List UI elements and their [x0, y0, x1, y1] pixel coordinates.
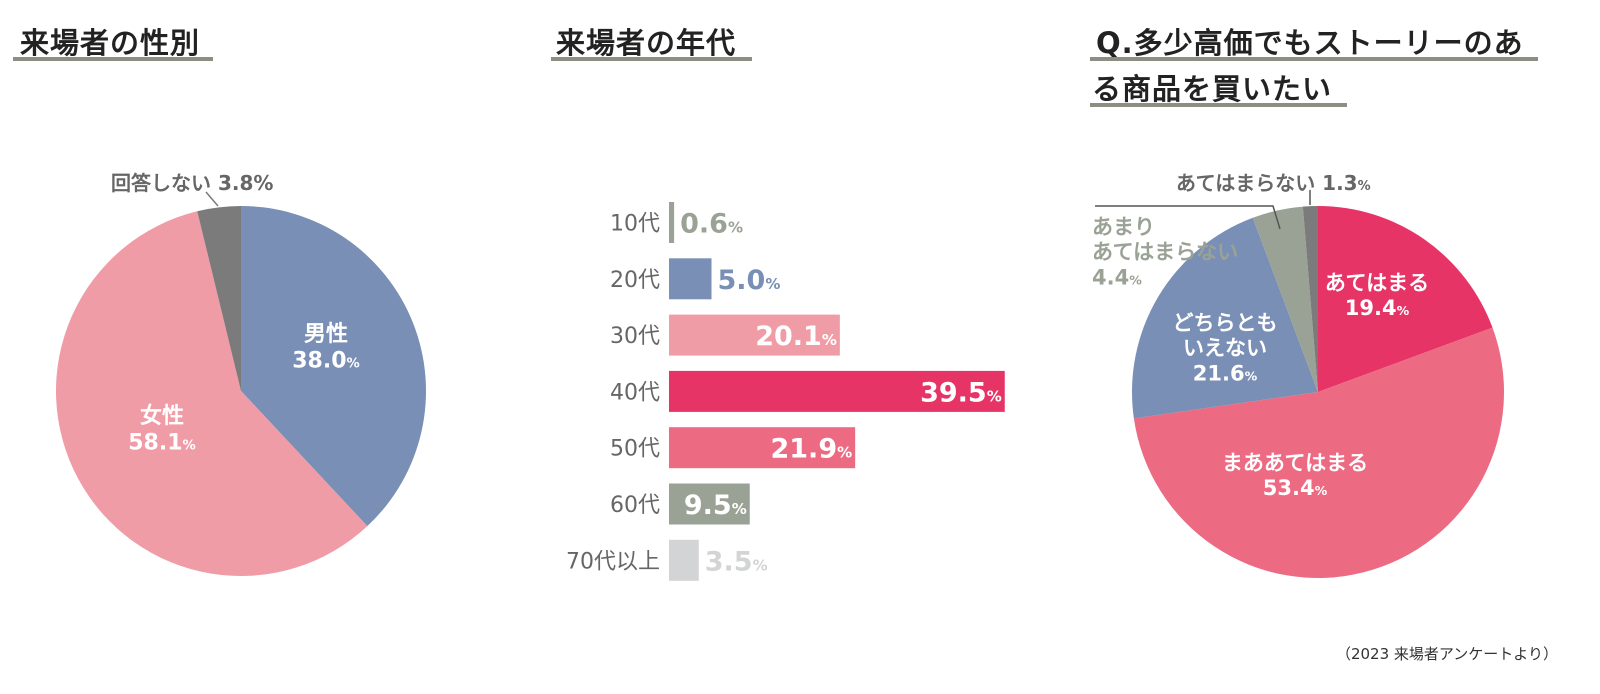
age-value-label-5: 9.5% — [684, 490, 747, 521]
gender-label-noanswer: 回答しない 3.8% — [111, 171, 273, 195]
age-value-label-2: 20.1% — [755, 321, 837, 352]
age-value-label-6: 3.5% — [705, 546, 768, 577]
age-category-label-6: 70代以上 — [566, 549, 660, 574]
chart3-title-underline1 — [1090, 57, 1538, 61]
age-bar-0 — [669, 202, 675, 243]
age-category-label-0: 10代 — [610, 212, 660, 237]
story-pie-slice-3 — [1252, 206, 1318, 392]
gender-pie-slice-2 — [197, 206, 241, 391]
age-category-label-5: 60代 — [610, 493, 660, 518]
age-value-label-4: 21.9% — [770, 434, 852, 465]
source-note: （2023 来場者アンケートより） — [1335, 645, 1558, 663]
gender-label-female: 女性 58.1% — [128, 403, 196, 455]
chart2-title-underline — [551, 57, 752, 61]
age-category-label-2: 30代 — [610, 324, 660, 349]
age-bar-5 — [669, 483, 750, 525]
chart3-title-line2: る商品を買いたい — [1092, 72, 1333, 106]
age-value-label-1: 5.0% — [718, 265, 781, 296]
age-value-label-3: 39.5% — [920, 377, 1002, 408]
story-pie-slice-0 — [1318, 206, 1493, 392]
age-category-label-4: 50代 — [610, 437, 660, 462]
gender-label-male: 男性 38.0% — [292, 322, 360, 373]
chart3-title-underline2 — [1090, 103, 1347, 107]
chart1-title: 来場者の性別 — [20, 26, 201, 60]
chart1-title-underline — [13, 57, 213, 61]
story-pie-slice-1 — [1133, 327, 1504, 579]
age-category-label-1: 20代 — [610, 268, 660, 293]
gender-pie-slice-1 — [56, 211, 368, 576]
gender-pie-slice-0 — [241, 206, 426, 527]
chart3-title-line1: Q.多少高価でもストーリーのあ — [1096, 26, 1524, 60]
age-bar-4 — [669, 427, 856, 469]
story-label-4: あてはまらない 1.3% — [1176, 171, 1371, 195]
age-bar-2 — [669, 314, 840, 356]
story-label-2: どちらともいえない 21.6% — [1173, 311, 1278, 385]
chart2-title: 来場者の年代 — [556, 26, 737, 60]
story-pie-slice-2 — [1132, 217, 1318, 419]
age-value-label-0: 0.6% — [680, 209, 743, 240]
gender-leader-line — [205, 191, 219, 207]
age-bar-1 — [669, 258, 712, 300]
age-bar-6 — [669, 539, 699, 581]
story-pie-slice-4 — [1302, 206, 1318, 392]
age-bar-3 — [669, 370, 1005, 412]
story-leader-line-3 — [1095, 205, 1281, 230]
story-label-0: あてはまる 19.4% — [1325, 271, 1429, 320]
age-category-label-3: 40代 — [610, 380, 660, 405]
story-label-3: あまりあてはまらない 4.4% — [1092, 215, 1238, 289]
story-label-1: まああてはまる 53.4% — [1222, 451, 1368, 500]
